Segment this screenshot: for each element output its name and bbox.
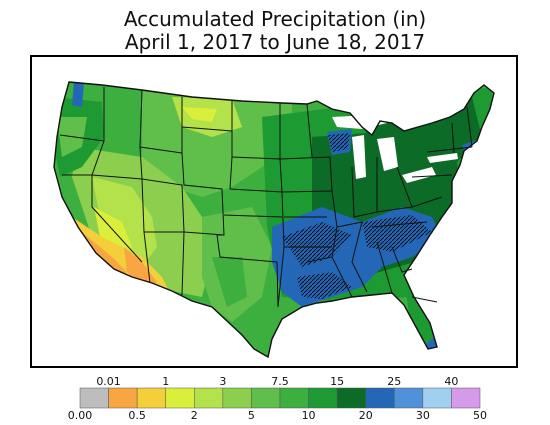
legend-swatch: [194, 387, 224, 409]
legend-swatch: [422, 387, 452, 409]
legend-bottom-label: 10: [301, 409, 316, 422]
legend-swatch: [222, 387, 252, 409]
legend-top-label: 40: [444, 375, 459, 388]
us-map: [53, 81, 495, 359]
map-frame: [30, 55, 518, 368]
map-title: Accumulated Precipitation (in): [123, 7, 427, 31]
legend-bar: [79, 387, 481, 409]
legend-top-label: 0.01: [96, 375, 121, 388]
legend-top-label: 25: [387, 375, 402, 388]
legend-bottom-label: 0.00: [67, 409, 93, 422]
legend-swatch: [136, 387, 166, 409]
legend-top-label: 7.5: [271, 375, 289, 388]
legend-swatch: [108, 387, 138, 409]
color-legend: [79, 387, 481, 409]
legend-swatch: [165, 387, 195, 409]
map-subtitle: April 1, 2017 to June 18, 2017: [124, 30, 426, 54]
legend-bottom-label: 0.5: [128, 409, 146, 422]
legend-swatch: [394, 387, 424, 409]
legend-swatch: [336, 387, 366, 409]
legend-top-label: 3: [219, 375, 227, 388]
legend-swatch: [308, 387, 338, 409]
legend-swatch: [79, 387, 109, 409]
legend-swatch: [251, 387, 281, 409]
state-boundaries: [53, 81, 495, 359]
legend-swatch: [279, 387, 309, 409]
legend-swatch: [451, 387, 481, 409]
legend-bottom-label: 5: [247, 409, 255, 422]
legend-bottom-label: 30: [415, 409, 430, 422]
legend-bottom-label: 2: [190, 409, 198, 422]
legend-top-label: 1: [162, 375, 170, 388]
legend-top-label: 15: [330, 375, 345, 388]
precip-field: [54, 82, 494, 357]
legend-bottom-label: 50: [473, 409, 487, 422]
legend-bottom-label: 20: [358, 409, 373, 422]
legend-swatch: [365, 387, 395, 409]
